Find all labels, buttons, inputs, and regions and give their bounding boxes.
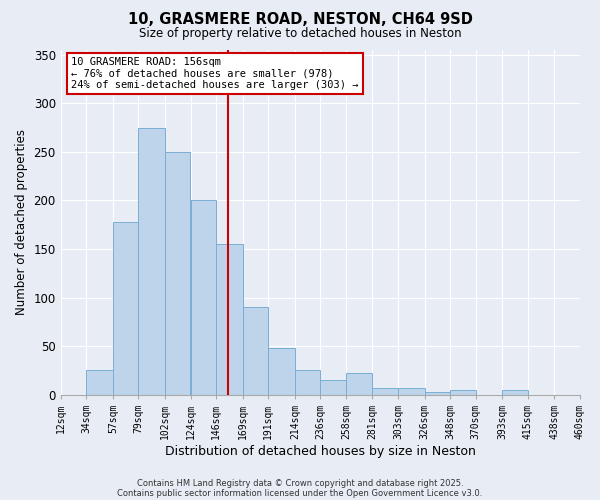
Bar xyxy=(346,374,373,394)
Text: Contains public sector information licensed under the Open Government Licence v3: Contains public sector information licen… xyxy=(118,488,482,498)
Bar xyxy=(398,388,425,394)
Text: 10 GRASMERE ROAD: 156sqm
← 76% of detached houses are smaller (978)
24% of semi-: 10 GRASMERE ROAD: 156sqm ← 76% of detach… xyxy=(71,57,359,90)
Bar xyxy=(268,348,295,395)
Bar xyxy=(139,128,165,394)
Bar xyxy=(320,380,346,394)
X-axis label: Distribution of detached houses by size in Neston: Distribution of detached houses by size … xyxy=(165,444,476,458)
Bar xyxy=(86,370,113,394)
Bar xyxy=(373,388,398,394)
Bar xyxy=(113,222,139,394)
Bar xyxy=(450,390,476,394)
Bar xyxy=(216,244,242,394)
Bar xyxy=(502,390,528,394)
Bar xyxy=(165,152,190,394)
Bar xyxy=(191,200,216,394)
Text: 10, GRASMERE ROAD, NESTON, CH64 9SD: 10, GRASMERE ROAD, NESTON, CH64 9SD xyxy=(128,12,472,28)
Y-axis label: Number of detached properties: Number of detached properties xyxy=(15,130,28,316)
Bar xyxy=(295,370,320,394)
Bar xyxy=(425,392,450,394)
Text: Size of property relative to detached houses in Neston: Size of property relative to detached ho… xyxy=(139,28,461,40)
Text: Contains HM Land Registry data © Crown copyright and database right 2025.: Contains HM Land Registry data © Crown c… xyxy=(137,478,463,488)
Bar xyxy=(242,308,268,394)
